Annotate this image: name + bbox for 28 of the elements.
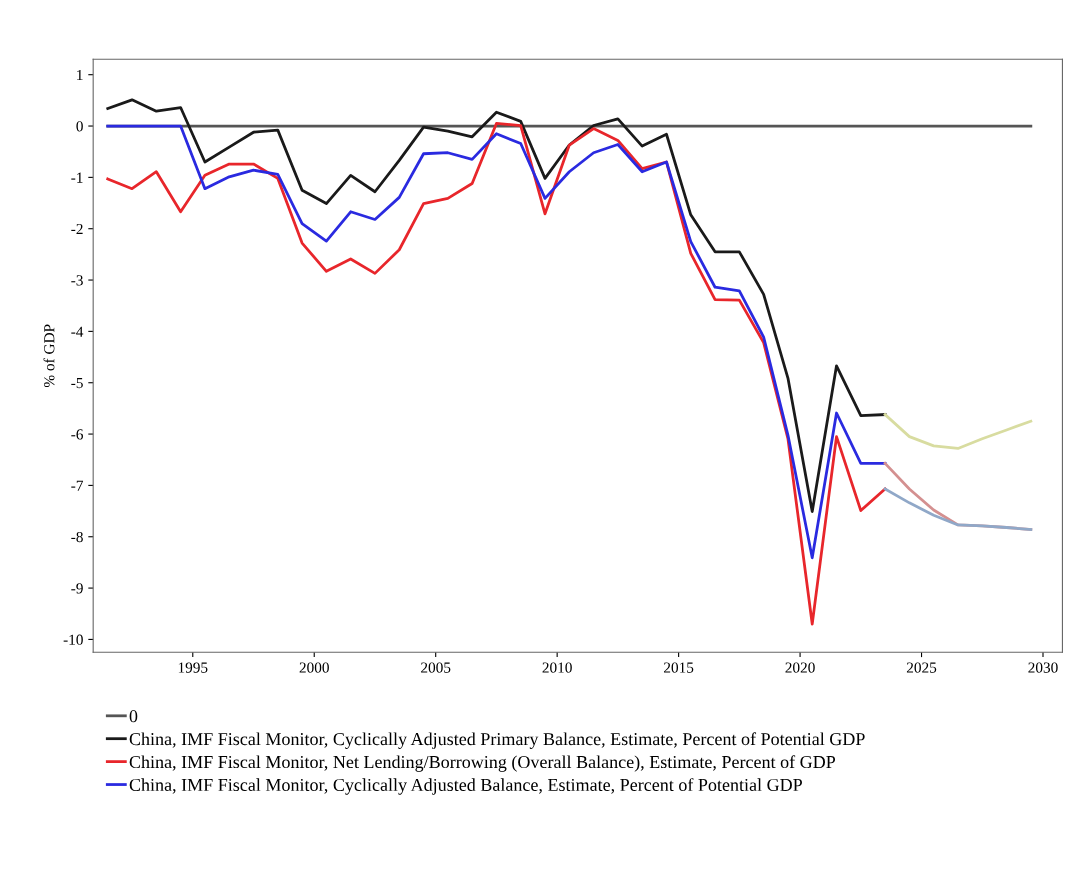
legend-label: China, IMF Fiscal Monitor, Cyclically Adjusted Primary Balance, Estimate, Percent of Potential GDP (129, 732, 865, 749)
y-tick-label: -1 (71, 172, 83, 183)
y-tick-label: -5 (71, 378, 83, 389)
line-series (106, 98, 887, 513)
y-tick-label: -3 (71, 275, 83, 286)
y-tick-label: 1 (77, 69, 83, 80)
x-tick-label: 2010 (542, 662, 572, 673)
y-tick-label: -9 (71, 583, 83, 594)
x-tick-label: 2000 (299, 662, 329, 673)
x-tick-label: 2025 (906, 662, 937, 673)
x-tick-label: 2020 (785, 662, 815, 673)
x-tick-label: 2015 (664, 662, 694, 673)
y-tick-label: -10 (63, 634, 83, 645)
line-series (883, 413, 1033, 450)
legend-label: 0 (129, 710, 138, 723)
y-tick-label: 0 (76, 121, 83, 132)
y-tick-label: -7 (71, 480, 84, 491)
legend-label: China, IMF Fiscal Monitor, Net Lending/Borrowing (Overall Balance), Estimate, Percent of GDP (129, 755, 836, 772)
y-tick-label: -8 (71, 531, 83, 543)
x-tick-label: 1995 (178, 662, 208, 673)
y-tick-label: -2 (71, 223, 83, 235)
y-tick-label: -6 (71, 429, 83, 440)
legend-label: China, IMF Fiscal Monitor, Cyclically Adjusted Balance, Estimate, Percent of Potential GDP (129, 778, 802, 795)
x-tick-label: 2005 (421, 662, 451, 673)
y-tick-label: -4 (71, 326, 84, 337)
line-series (883, 487, 1033, 531)
y-axis-title: % of GDP (43, 324, 55, 388)
x-tick-label: 2030 (1028, 662, 1058, 673)
